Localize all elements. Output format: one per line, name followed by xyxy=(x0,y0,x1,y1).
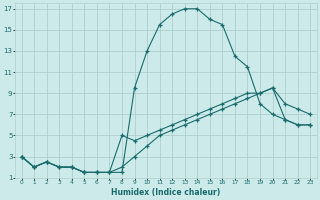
X-axis label: Humidex (Indice chaleur): Humidex (Indice chaleur) xyxy=(111,188,220,197)
